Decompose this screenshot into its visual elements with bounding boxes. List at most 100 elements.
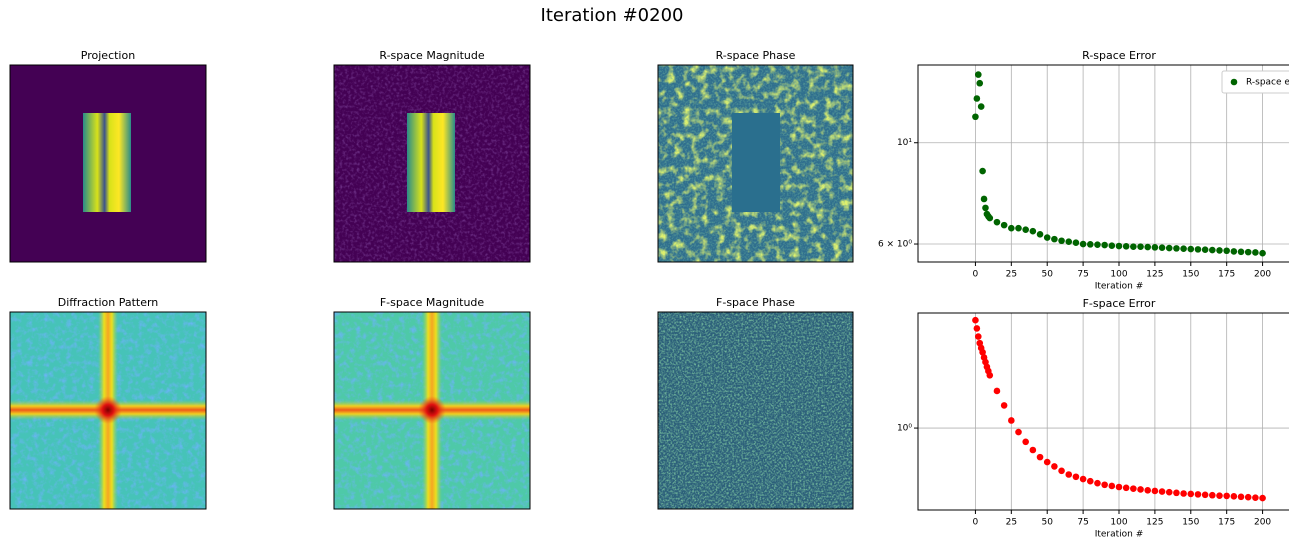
x-tick-label: 125: [1146, 518, 1163, 528]
data-point: [1065, 471, 1073, 478]
x-tick-label: 100: [1110, 518, 1127, 528]
data-point: [980, 195, 988, 203]
data-point: [1130, 485, 1137, 492]
plot-area: [918, 313, 1289, 510]
data-point: [1115, 483, 1123, 491]
axes-frame: [917, 312, 1289, 511]
data-point: [1029, 227, 1037, 235]
data-point: [1058, 237, 1065, 245]
data-point: [993, 218, 1001, 226]
data-point: [1122, 243, 1130, 250]
x-tick-label: 75: [1077, 270, 1088, 280]
x-tick-label: 200: [1254, 270, 1271, 280]
x-tick-label: 0: [973, 518, 979, 528]
data-point: [1165, 244, 1173, 252]
data-point: [1015, 224, 1022, 232]
x-tick-label: 0: [973, 270, 979, 280]
data-point: [1000, 402, 1008, 409]
data-point: [1086, 241, 1094, 248]
data-point: [982, 204, 989, 212]
x-tick-label: 150: [1182, 518, 1199, 528]
panel-title: Diffraction Pattern: [58, 296, 159, 309]
x-tick-label: 100: [1110, 270, 1127, 280]
data-point: [1158, 488, 1166, 495]
data-point: [1223, 247, 1230, 255]
x-tick-label: 25: [1006, 270, 1017, 280]
projection-image: [9, 64, 207, 263]
data-point: [1008, 417, 1015, 424]
data-point: [1216, 492, 1223, 499]
axes-frame: [917, 64, 1289, 263]
data-point: [1144, 243, 1152, 251]
data-point: [1201, 491, 1209, 499]
data-point: [972, 113, 979, 121]
data-point: [1244, 493, 1252, 501]
x-tick-label: 150: [1182, 270, 1199, 280]
data-point: [1237, 493, 1245, 501]
chart-title: R-space Error: [1082, 49, 1156, 62]
data-point: [1252, 249, 1259, 256]
data-point: [1194, 246, 1202, 253]
y-tick-label: 6 × 10⁰: [878, 240, 912, 250]
data-point: [1008, 224, 1015, 232]
data-point: [1072, 473, 1080, 481]
data-point: [1108, 482, 1116, 490]
x-tick-label: 125: [1146, 270, 1163, 280]
data-point: [977, 103, 985, 110]
data-point: [1237, 248, 1245, 256]
legend-marker: [1230, 78, 1238, 86]
data-point: [1158, 244, 1166, 251]
data-point: [1036, 231, 1044, 238]
data-point: [979, 348, 986, 356]
data-point: [1022, 438, 1029, 446]
f-phase-image: [657, 311, 854, 510]
x-tick-label: 25: [1006, 518, 1017, 528]
data-point: [1216, 247, 1223, 254]
data-point: [1043, 458, 1051, 466]
figure-title: Iteration #0200: [541, 5, 684, 26]
data-point: [1015, 428, 1022, 436]
data-point: [1144, 487, 1152, 494]
data-point: [1180, 245, 1187, 253]
data-point: [972, 316, 979, 324]
x-axis-label: Iteration #: [1095, 282, 1144, 292]
data-point: [1130, 243, 1137, 250]
data-point: [1194, 491, 1202, 498]
panel-title: Projection: [81, 49, 135, 62]
panel-title: R-space Phase: [716, 49, 796, 62]
data-point: [1244, 248, 1252, 256]
data-point: [1223, 492, 1230, 500]
data-point: [979, 167, 986, 175]
y-tick-label: 10¹: [897, 138, 912, 148]
data-point: [1094, 241, 1101, 248]
x-tick-label: 50: [1041, 518, 1053, 528]
data-point: [1058, 467, 1065, 475]
data-point: [986, 371, 994, 379]
data-point: [1230, 248, 1238, 255]
data-point: [973, 95, 981, 102]
data-point: [1043, 234, 1051, 241]
data-point: [1051, 235, 1058, 243]
data-point: [1173, 245, 1180, 252]
data-point: [1108, 242, 1116, 249]
x-tick-label: 75: [1077, 518, 1088, 528]
data-point: [1036, 453, 1044, 461]
data-point: [975, 333, 982, 340]
data-point: [976, 79, 984, 87]
panel-title: R-space Magnitude: [379, 49, 484, 62]
data-point: [1051, 463, 1058, 470]
data-point: [1180, 490, 1187, 497]
data-point: [1259, 494, 1266, 502]
x-tick-label: 200: [1254, 518, 1271, 528]
chart-title: F-space Error: [1083, 297, 1156, 310]
x-tick-label: 50: [1041, 270, 1053, 280]
data-point: [1151, 487, 1159, 495]
data-point: [1252, 494, 1259, 501]
data-point: [1115, 242, 1123, 250]
data-point: [1187, 490, 1195, 498]
data-point: [1029, 446, 1037, 454]
data-point: [1230, 493, 1238, 500]
data-point: [1022, 226, 1029, 233]
